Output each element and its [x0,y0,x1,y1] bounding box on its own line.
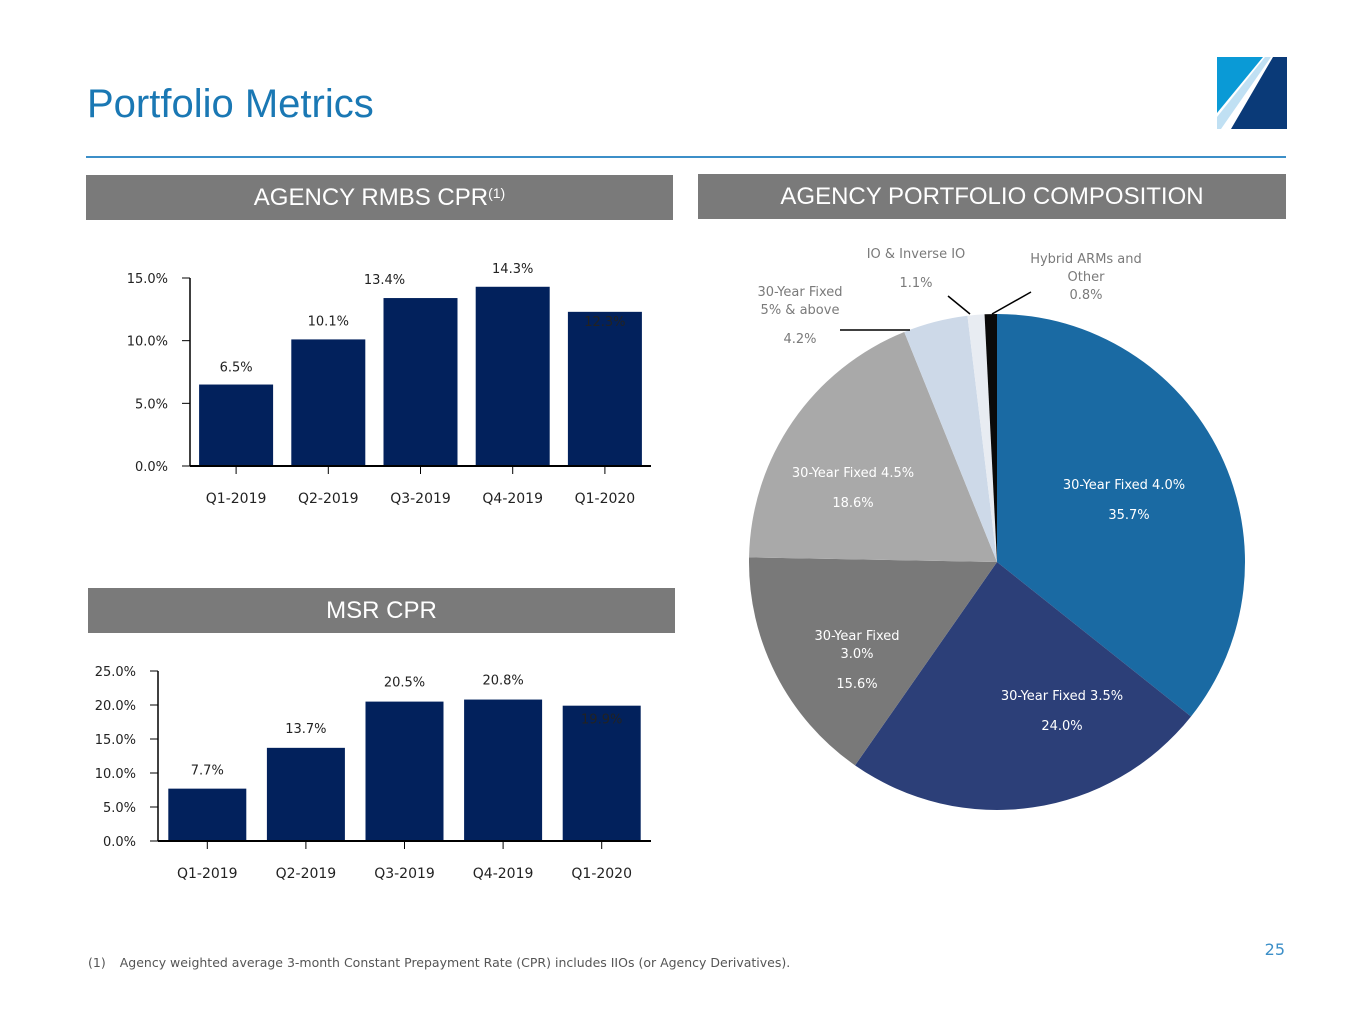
y-tick-label: 15.0% [95,733,136,748]
pie-slice [749,331,997,562]
bar [475,286,550,466]
x-tick-label: Q1-2020 [571,866,632,882]
pie-slice-value-label: 4.2% [783,332,816,347]
pie-slice-value-label: 24.0% [1041,719,1082,734]
y-tick-label: 20.0% [95,699,136,714]
pie-slice-label: IO & Inverse IO [867,247,966,262]
pie-slice-label: 30-Year Fixed 4.0% [1063,478,1185,493]
pie-slice-label: Hybrid ARMs and [1030,252,1142,267]
y-tick-label: 10.0% [127,335,168,350]
pie-slice-value-label: 1.1% [899,276,932,291]
agency-cpr-header-label: AGENCY RMBS CPR [253,184,489,211]
bar-value-label: 6.5% [220,361,253,376]
bar-value-label: 7.7% [191,764,224,779]
pie-slice [904,315,997,562]
y-tick-label: 15.0% [127,272,168,287]
agency-cpr-chart: 0.0% 5.0% 10.0% 15.0% 6.5% Q1-2019 10.1% Q2-201… [100,250,670,530]
pie-slice [997,314,1245,717]
x-tick-label: Q3-2019 [390,491,451,507]
pie-slice [967,314,997,562]
bar [199,384,274,466]
bar [168,788,247,841]
bar [383,298,458,466]
page-title: Portfolio Metrics [87,82,374,126]
x-tick-label: Q1-2020 [575,491,636,507]
bar-value-label: 13.7% [285,722,326,737]
pie-slice-label: 30-Year Fixed [757,285,842,300]
bar [266,747,345,841]
bar-value-label: 20.5% [384,676,425,691]
bar-value-label: 19.9% [581,713,622,728]
bar [291,339,366,466]
composition-header-label: AGENCY PORTFOLIO COMPOSITION [780,183,1204,210]
pie-slice-label: 3.0% [840,647,873,662]
y-tick-label: 0.0% [135,460,168,475]
title-divider [86,156,1286,158]
x-tick-label: Q1-2019 [177,866,238,882]
pie-slice-label: 30-Year Fixed [814,629,899,644]
footnote: (1) Agency weighted average 3-month Const… [88,955,790,970]
x-tick-label: Q2-2019 [276,866,337,882]
bar-value-label: 10.1% [308,314,349,329]
x-tick-label: Q1-2019 [206,491,267,507]
composition-header: AGENCY PORTFOLIO COMPOSITION [698,174,1286,219]
footnote-text: Agency weighted average 3-month Constant… [119,955,791,970]
pie-slice-label: Other [1068,270,1106,285]
agency-cpr-header: AGENCY RMBS CPR(1) [86,175,673,220]
y-tick-label: 25.0% [95,665,136,680]
x-tick-label: Q4-2019 [473,866,534,882]
pie-slice-label: 30-Year Fixed 3.5% [1001,689,1123,704]
bar-value-label: 13.4% [364,273,405,288]
pie-slice [748,557,997,766]
page-number: 25 [1264,940,1285,959]
pie-slice-label: 30-Year Fixed 4.5% [792,466,914,481]
y-tick-label: 5.0% [103,801,136,816]
leader-line [991,291,1032,315]
y-tick-label: 10.0% [95,767,136,782]
composition-chart: 30-Year Fixed 4.0% 35.7% 30-Year Fixed 3.5… [698,230,1286,830]
msr-cpr-header: MSR CPR [88,588,675,633]
agency-cpr-plot: 0.0% 5.0% 10.0% 15.0% 6.5% Q1-2019 10.1% Q2-201… [127,262,651,507]
bar-value-label: 20.8% [482,674,523,689]
x-tick-label: Q3-2019 [374,866,435,882]
y-tick-label: 5.0% [135,397,168,412]
pie-slice [984,314,997,562]
msr-cpr-plot: 0.0% 5.0% 10.0% 15.0% 20.0% 25.0% 7.7% Q1-2019 1… [95,665,651,882]
composition-plot: 30-Year Fixed 4.0% 35.7% 30-Year Fixed 3.5… [748,247,1245,810]
leader-line [947,295,971,315]
pie-slice-value-label: 18.6% [832,496,873,511]
x-tick-label: Q4-2019 [482,491,543,507]
bar-value-label: 12.3% [584,315,625,330]
y-tick-label: 0.0% [103,835,136,850]
pie-slice-value-label: 0.8% [1069,288,1102,303]
msr-cpr-chart: 0.0% 5.0% 10.0% 15.0% 20.0% 25.0% 7.7% Q1-2019 1… [80,655,670,895]
msr-cpr-header-label: MSR CPR [326,597,437,624]
bar [464,699,543,841]
footnote-marker: (1) [88,955,106,970]
company-logo [1217,57,1287,129]
bar [567,311,642,466]
bar [562,705,641,841]
pie-slice [855,562,1192,810]
bar-value-label: 14.3% [492,262,533,277]
pie-slice-value-label: 35.7% [1108,508,1149,523]
pie-slice-label: 5% & above [761,303,840,318]
pie-slice-value-label: 15.6% [836,677,877,692]
bar [365,701,444,841]
agency-cpr-footnote-marker: (1) [488,185,506,201]
x-tick-label: Q2-2019 [298,491,359,507]
